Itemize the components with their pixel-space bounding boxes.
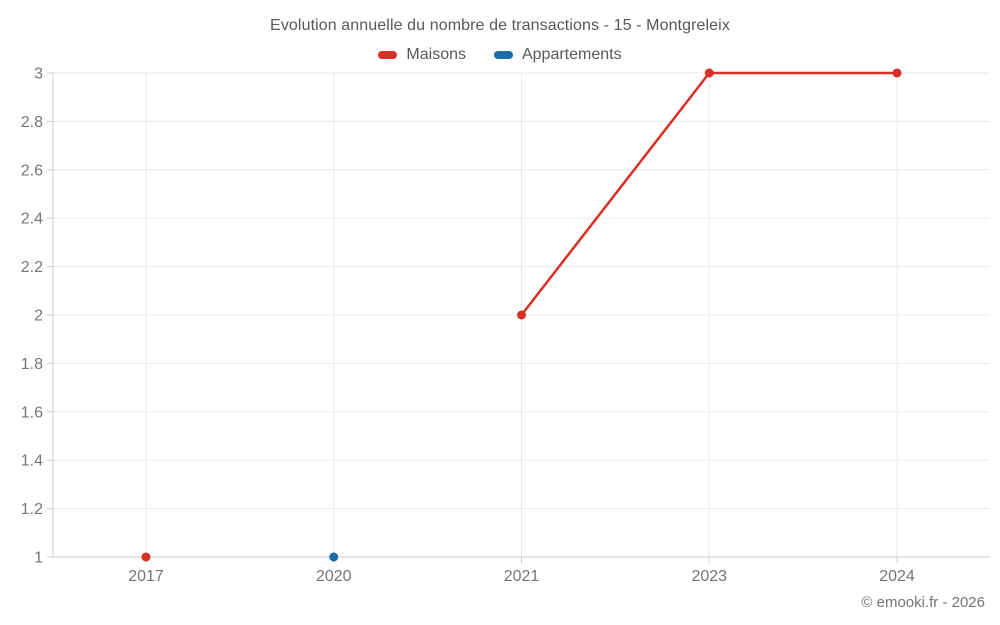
y-tick-label: 3 bbox=[34, 66, 43, 83]
x-tick-label: 2023 bbox=[691, 568, 727, 585]
data-point-maisons-2017[interactable] bbox=[141, 552, 151, 562]
y-tick-label: 2.4 bbox=[21, 211, 43, 228]
x-tick-label: 2017 bbox=[128, 568, 164, 585]
legend-swatch-maisons bbox=[378, 51, 398, 59]
x-tick-label: 2020 bbox=[316, 568, 352, 585]
y-tick-label: 1.6 bbox=[21, 404, 43, 421]
legend-item-maisons[interactable]: Maisons bbox=[378, 46, 466, 64]
chart-title: Evolution annuelle du nombre de transact… bbox=[270, 17, 730, 34]
data-point-maisons-2021[interactable] bbox=[517, 310, 526, 320]
legend-label-appartements: Appartements bbox=[521, 46, 622, 63]
legend-item-appartements[interactable]: Appartements bbox=[493, 46, 622, 64]
y-tick-label: 1 bbox=[34, 550, 43, 567]
y-tick-label: 2.2 bbox=[21, 259, 43, 276]
data-point-appartements-2020[interactable] bbox=[329, 552, 339, 562]
legend: Maisons Appartements bbox=[0, 46, 1000, 64]
copyright-text: © emooki.fr - 2026 bbox=[861, 594, 985, 611]
x-tick-label: 2021 bbox=[504, 568, 540, 585]
y-tick-label: 2 bbox=[34, 308, 43, 325]
y-tick-label: 2.8 bbox=[21, 114, 43, 131]
y-tick-label: 1.8 bbox=[21, 356, 43, 373]
data-point-maisons-2024[interactable] bbox=[892, 68, 902, 78]
legend-swatch-appartements bbox=[493, 51, 513, 59]
legend-label-maisons: Maisons bbox=[406, 46, 466, 63]
y-tick-label: 1.2 bbox=[21, 501, 43, 518]
x-tick-label: 2024 bbox=[879, 568, 915, 585]
y-tick-label: 2.6 bbox=[21, 162, 43, 179]
data-point-maisons-2023[interactable] bbox=[704, 68, 714, 78]
y-tick-label: 1.4 bbox=[21, 453, 43, 470]
